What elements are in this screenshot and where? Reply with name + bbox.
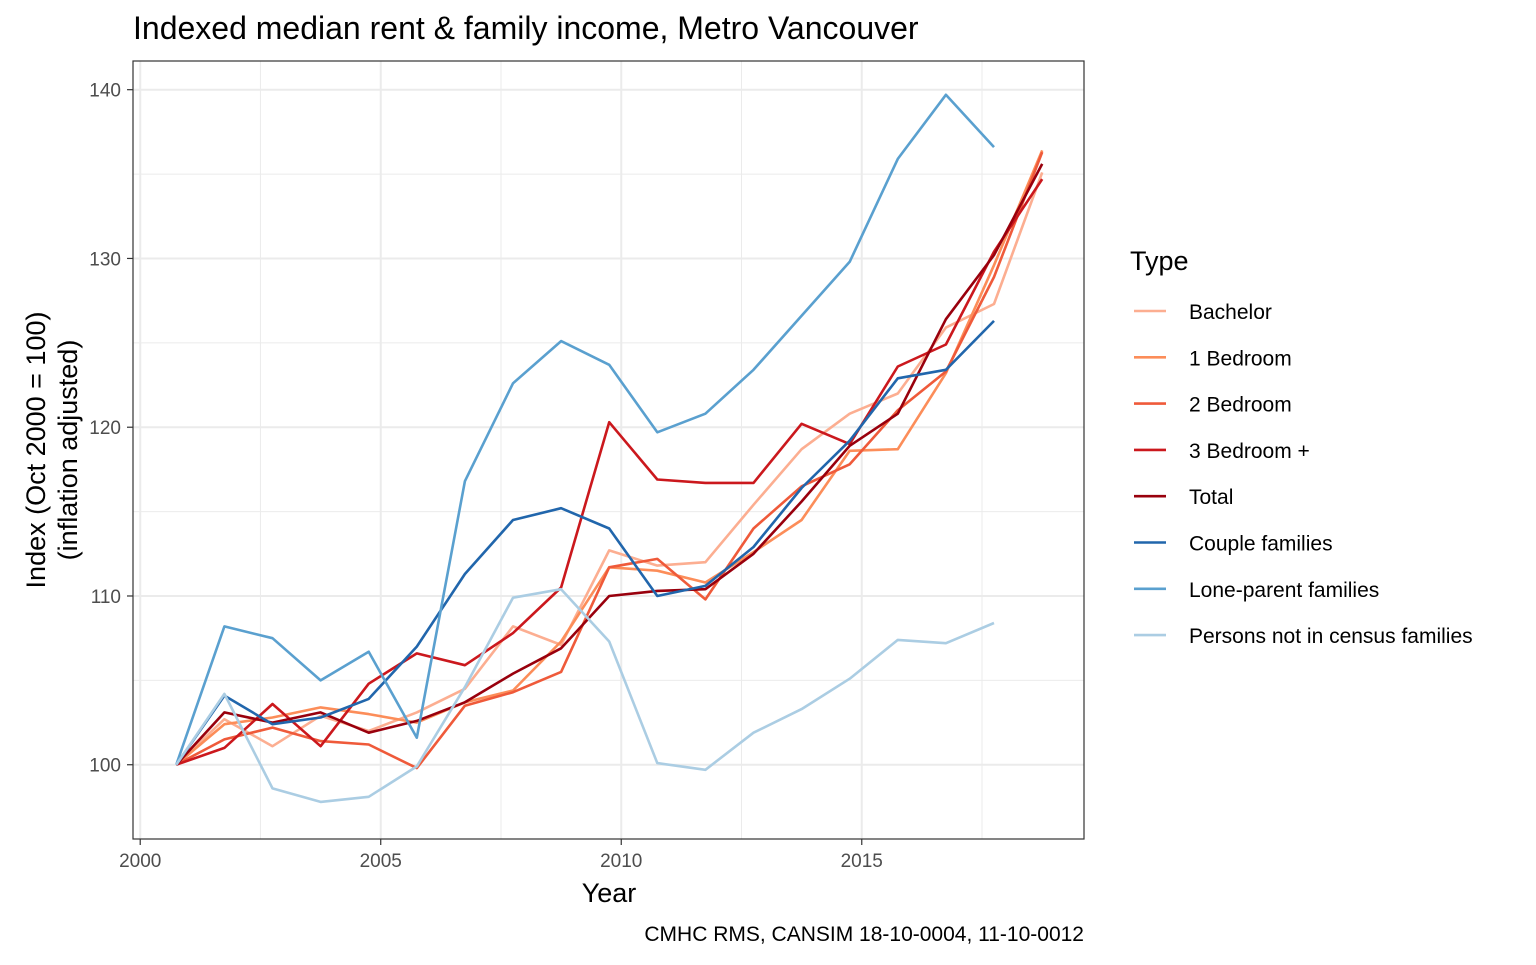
legend-item: Lone-parent families — [1134, 579, 1379, 602]
legend-item: 3 Bedroom + — [1134, 440, 1310, 463]
legend-item: 1 Bedroom — [1134, 347, 1292, 370]
series-line-lone-parent-families — [175, 93, 995, 766]
series-line-bachelor — [175, 171, 1044, 766]
legend-title: Type — [1130, 246, 1189, 276]
x-axis: 2000 2005 2010 2015 — [119, 839, 883, 872]
legend-item: Couple families — [1134, 533, 1333, 556]
series-line-persons-not-in-census-families — [175, 587, 995, 804]
legend-label: Lone-parent families — [1189, 579, 1379, 602]
plot-panel — [132, 60, 1085, 840]
legend-label: Bachelor — [1189, 301, 1272, 324]
x-axis-label: Year — [582, 878, 637, 908]
y-tick-label: 140 — [89, 81, 121, 102]
x-tick-label: 2015 — [841, 851, 883, 872]
chart-caption: CMHC RMS, CANSIM 18-10-0004, 11-10-0012 — [644, 923, 1084, 946]
series-line-couple-families — [175, 319, 995, 766]
series-line-2-bedroom — [175, 151, 1044, 770]
chart-title: Indexed median rent & family income, Met… — [133, 10, 919, 46]
series-lines — [175, 93, 1044, 804]
legend-label: 3 Bedroom + — [1189, 440, 1310, 463]
legend-item: Bachelor — [1134, 301, 1272, 324]
legend-label: Persons not in census families — [1189, 625, 1473, 648]
y-tick-label: 110 — [91, 587, 121, 608]
y-tick-label: 120 — [89, 418, 121, 439]
y-tick-label: 100 — [89, 756, 121, 777]
legend: Type Bachelor 1 Bedroom 2 Bedroom 3 Bedroom… — [1130, 246, 1473, 648]
legend-label: 2 Bedroom — [1189, 394, 1292, 417]
legend-label: 1 Bedroom — [1189, 347, 1292, 370]
x-tick-label: 2000 — [119, 851, 161, 872]
plot-background — [133, 61, 1084, 839]
legend-label: Couple families — [1189, 533, 1333, 556]
minor-gridlines — [133, 61, 1084, 839]
y-tick-label: 130 — [89, 249, 121, 270]
x-tick-label: 2010 — [600, 851, 642, 872]
y-axis: 100 110 120 130 140 — [89, 81, 133, 777]
y-axis-label-line2: (inflation adjusted) — [53, 340, 83, 561]
legend-item: 2 Bedroom — [1134, 394, 1292, 417]
y-axis-label-line1: Index (Oct 2000 = 100) — [21, 312, 51, 589]
series-line-3-bedroom — [175, 178, 1044, 766]
series-line-total — [175, 163, 1044, 766]
y-axis-label-group: Index (Oct 2000 = 100) (inflation adjust… — [21, 312, 83, 589]
x-tick-label: 2005 — [360, 851, 402, 872]
legend-item: Total — [1134, 486, 1233, 509]
legend-item: Persons not in census families — [1134, 625, 1473, 648]
legend-label: Total — [1189, 486, 1233, 509]
plot-border — [132, 60, 1085, 840]
